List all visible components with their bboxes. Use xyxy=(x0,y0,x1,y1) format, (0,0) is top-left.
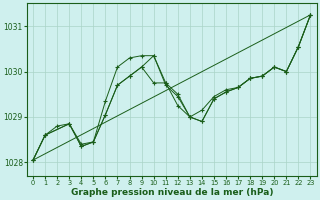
X-axis label: Graphe pression niveau de la mer (hPa): Graphe pression niveau de la mer (hPa) xyxy=(70,188,273,197)
